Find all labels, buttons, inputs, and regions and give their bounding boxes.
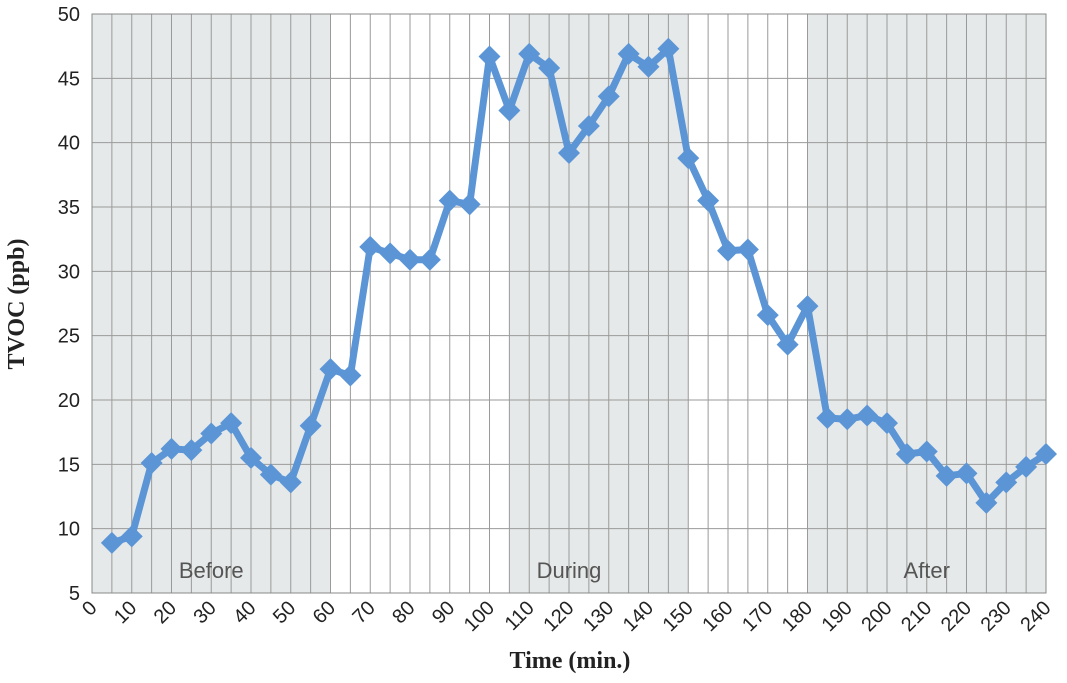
y-tick-label: 15 — [58, 454, 80, 476]
data-point — [438, 189, 461, 212]
x-tick-label: 180 — [778, 597, 817, 636]
data-point — [418, 248, 441, 271]
x-tick-label: 170 — [738, 597, 777, 636]
x-tick-label: 20 — [150, 597, 181, 628]
x-tick-label: 200 — [857, 597, 896, 636]
y-tick-label: 20 — [58, 390, 80, 412]
data-point — [756, 304, 779, 327]
data-point — [160, 437, 183, 460]
data-point — [717, 239, 739, 262]
y-axis-title: TVOC (ppb) — [4, 239, 30, 370]
x-tick-label: 220 — [937, 597, 976, 636]
x-tick-label: 0 — [78, 597, 101, 620]
x-axis-title: Time (min.) — [510, 648, 631, 674]
y-tick-label: 30 — [58, 261, 80, 283]
x-tick-label: 230 — [977, 597, 1016, 636]
data-point — [577, 114, 600, 137]
data-point — [856, 404, 879, 427]
shaded-region — [509, 14, 689, 593]
x-tick-label: 100 — [460, 597, 499, 636]
annotation: After — [904, 558, 950, 583]
data-point — [915, 440, 938, 463]
y-tick-label: 10 — [58, 519, 80, 541]
x-tick-label: 90 — [428, 597, 459, 628]
data-point — [279, 471, 302, 494]
data-point — [538, 57, 561, 80]
x-tick-label: 140 — [619, 597, 658, 636]
data-point — [895, 443, 918, 466]
x-tick-label: 30 — [189, 597, 220, 628]
annotation: Before — [179, 558, 244, 583]
plot-frame — [91, 13, 1047, 594]
data-point — [100, 531, 123, 554]
data-point — [498, 99, 521, 122]
data-point — [120, 525, 143, 548]
y-tick-label: 35 — [58, 197, 80, 219]
data-point — [319, 358, 342, 381]
data-point — [558, 141, 580, 164]
data-point — [955, 462, 978, 485]
data-point — [776, 333, 799, 356]
y-tick-label: 25 — [58, 326, 80, 348]
x-tick-label: 60 — [309, 597, 340, 628]
y-tick-label: 40 — [58, 133, 80, 155]
x-tick-label: 10 — [110, 597, 141, 628]
data-point — [836, 408, 859, 431]
x-tick-label: 110 — [501, 597, 539, 635]
y-tick-label: 5 — [69, 583, 80, 605]
data-point — [299, 414, 322, 437]
data-point — [637, 55, 660, 78]
x-tick-label: 240 — [1016, 597, 1055, 636]
data-point — [975, 491, 998, 514]
annotation: During — [537, 558, 602, 583]
data-point — [259, 463, 282, 486]
data-point — [677, 147, 700, 170]
data-point — [478, 45, 501, 68]
data-point — [458, 193, 481, 216]
data-point — [876, 412, 898, 435]
x-tick-label: 160 — [698, 597, 737, 636]
data-point — [1035, 443, 1057, 466]
y-tick-label: 45 — [58, 68, 80, 90]
data-point — [816, 407, 839, 430]
data-point — [399, 248, 421, 271]
x-tick-label: 120 — [539, 597, 578, 636]
data-point — [796, 295, 819, 318]
data-point — [597, 85, 620, 108]
data-point — [240, 446, 262, 469]
x-tick-label: 150 — [659, 597, 698, 636]
data-point — [379, 242, 402, 265]
data-point — [736, 238, 759, 261]
data-point — [180, 439, 203, 462]
data-point — [140, 452, 163, 475]
x-tick-label: 50 — [269, 597, 300, 628]
data-point — [657, 37, 680, 60]
x-tick-label: 210 — [897, 597, 936, 636]
data-point — [1015, 455, 1038, 478]
data-point — [697, 189, 720, 212]
data-point — [359, 235, 382, 258]
data-point — [220, 412, 243, 435]
data-point — [518, 42, 541, 65]
x-tick-label: 80 — [388, 597, 419, 628]
data-point — [200, 422, 223, 445]
data-point — [995, 471, 1018, 494]
y-tick-label: 50 — [58, 4, 80, 26]
data-point — [339, 364, 362, 387]
x-tick-label: 70 — [348, 597, 379, 628]
data-point — [935, 464, 958, 487]
data-point — [617, 42, 640, 65]
x-tick-label: 40 — [229, 597, 260, 628]
x-tick-label: 190 — [818, 597, 857, 636]
x-tick-label: 130 — [579, 597, 618, 636]
